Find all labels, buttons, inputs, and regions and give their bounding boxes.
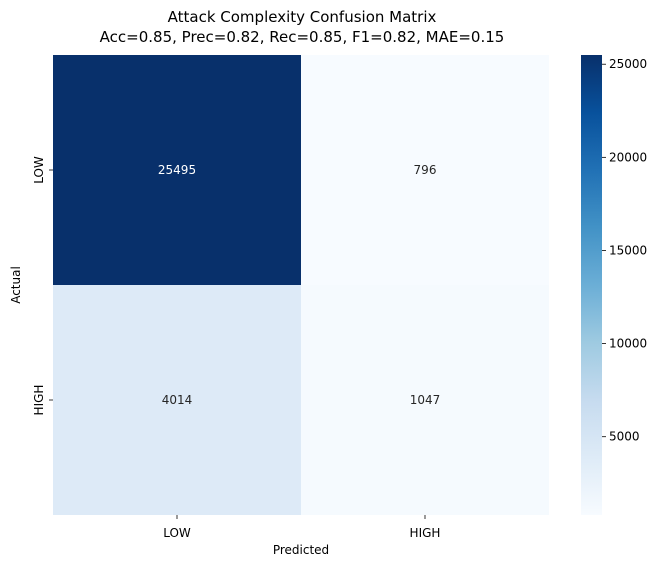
y-tick-label: HIGH <box>32 385 46 416</box>
heatmap-cell <box>301 285 549 515</box>
x-tick-label: HIGH <box>410 526 441 540</box>
y-axis: LOW HIGH <box>32 156 53 415</box>
colorbar-tick-label: 10000 <box>609 337 647 351</box>
x-axis-label: Predicted <box>273 543 329 557</box>
chart-subtitle: Acc=0.85, Prec=0.82, Rec=0.85, F1=0.82, … <box>99 28 505 46</box>
x-tick-label: LOW <box>163 526 191 540</box>
y-axis-label: Actual <box>9 266 23 304</box>
colorbar-tick-label: 15000 <box>609 243 647 257</box>
colorbar-tick-label: 20000 <box>609 150 647 164</box>
colorbar-axis: 5000 10000 15000 20000 25000 <box>602 57 647 444</box>
y-tick-label: LOW <box>32 156 46 184</box>
heatmap-cell <box>53 55 301 285</box>
cell-value-label: 4014 <box>162 393 193 407</box>
heatmap-cell <box>53 285 301 515</box>
cell-value-label: 1047 <box>410 393 441 407</box>
heatmap-cells: 25495 796 4014 1047 <box>53 55 549 515</box>
cell-value-label: 796 <box>414 163 437 177</box>
x-axis: LOW HIGH <box>163 515 440 540</box>
chart-title: Attack Complexity Confusion Matrix <box>167 8 437 26</box>
colorbar <box>581 55 602 515</box>
cell-value-label: 25495 <box>158 163 196 177</box>
heatmap-cell <box>301 55 549 285</box>
colorbar-tick-label: 25000 <box>609 57 647 71</box>
colorbar-tick-label: 5000 <box>609 430 640 444</box>
